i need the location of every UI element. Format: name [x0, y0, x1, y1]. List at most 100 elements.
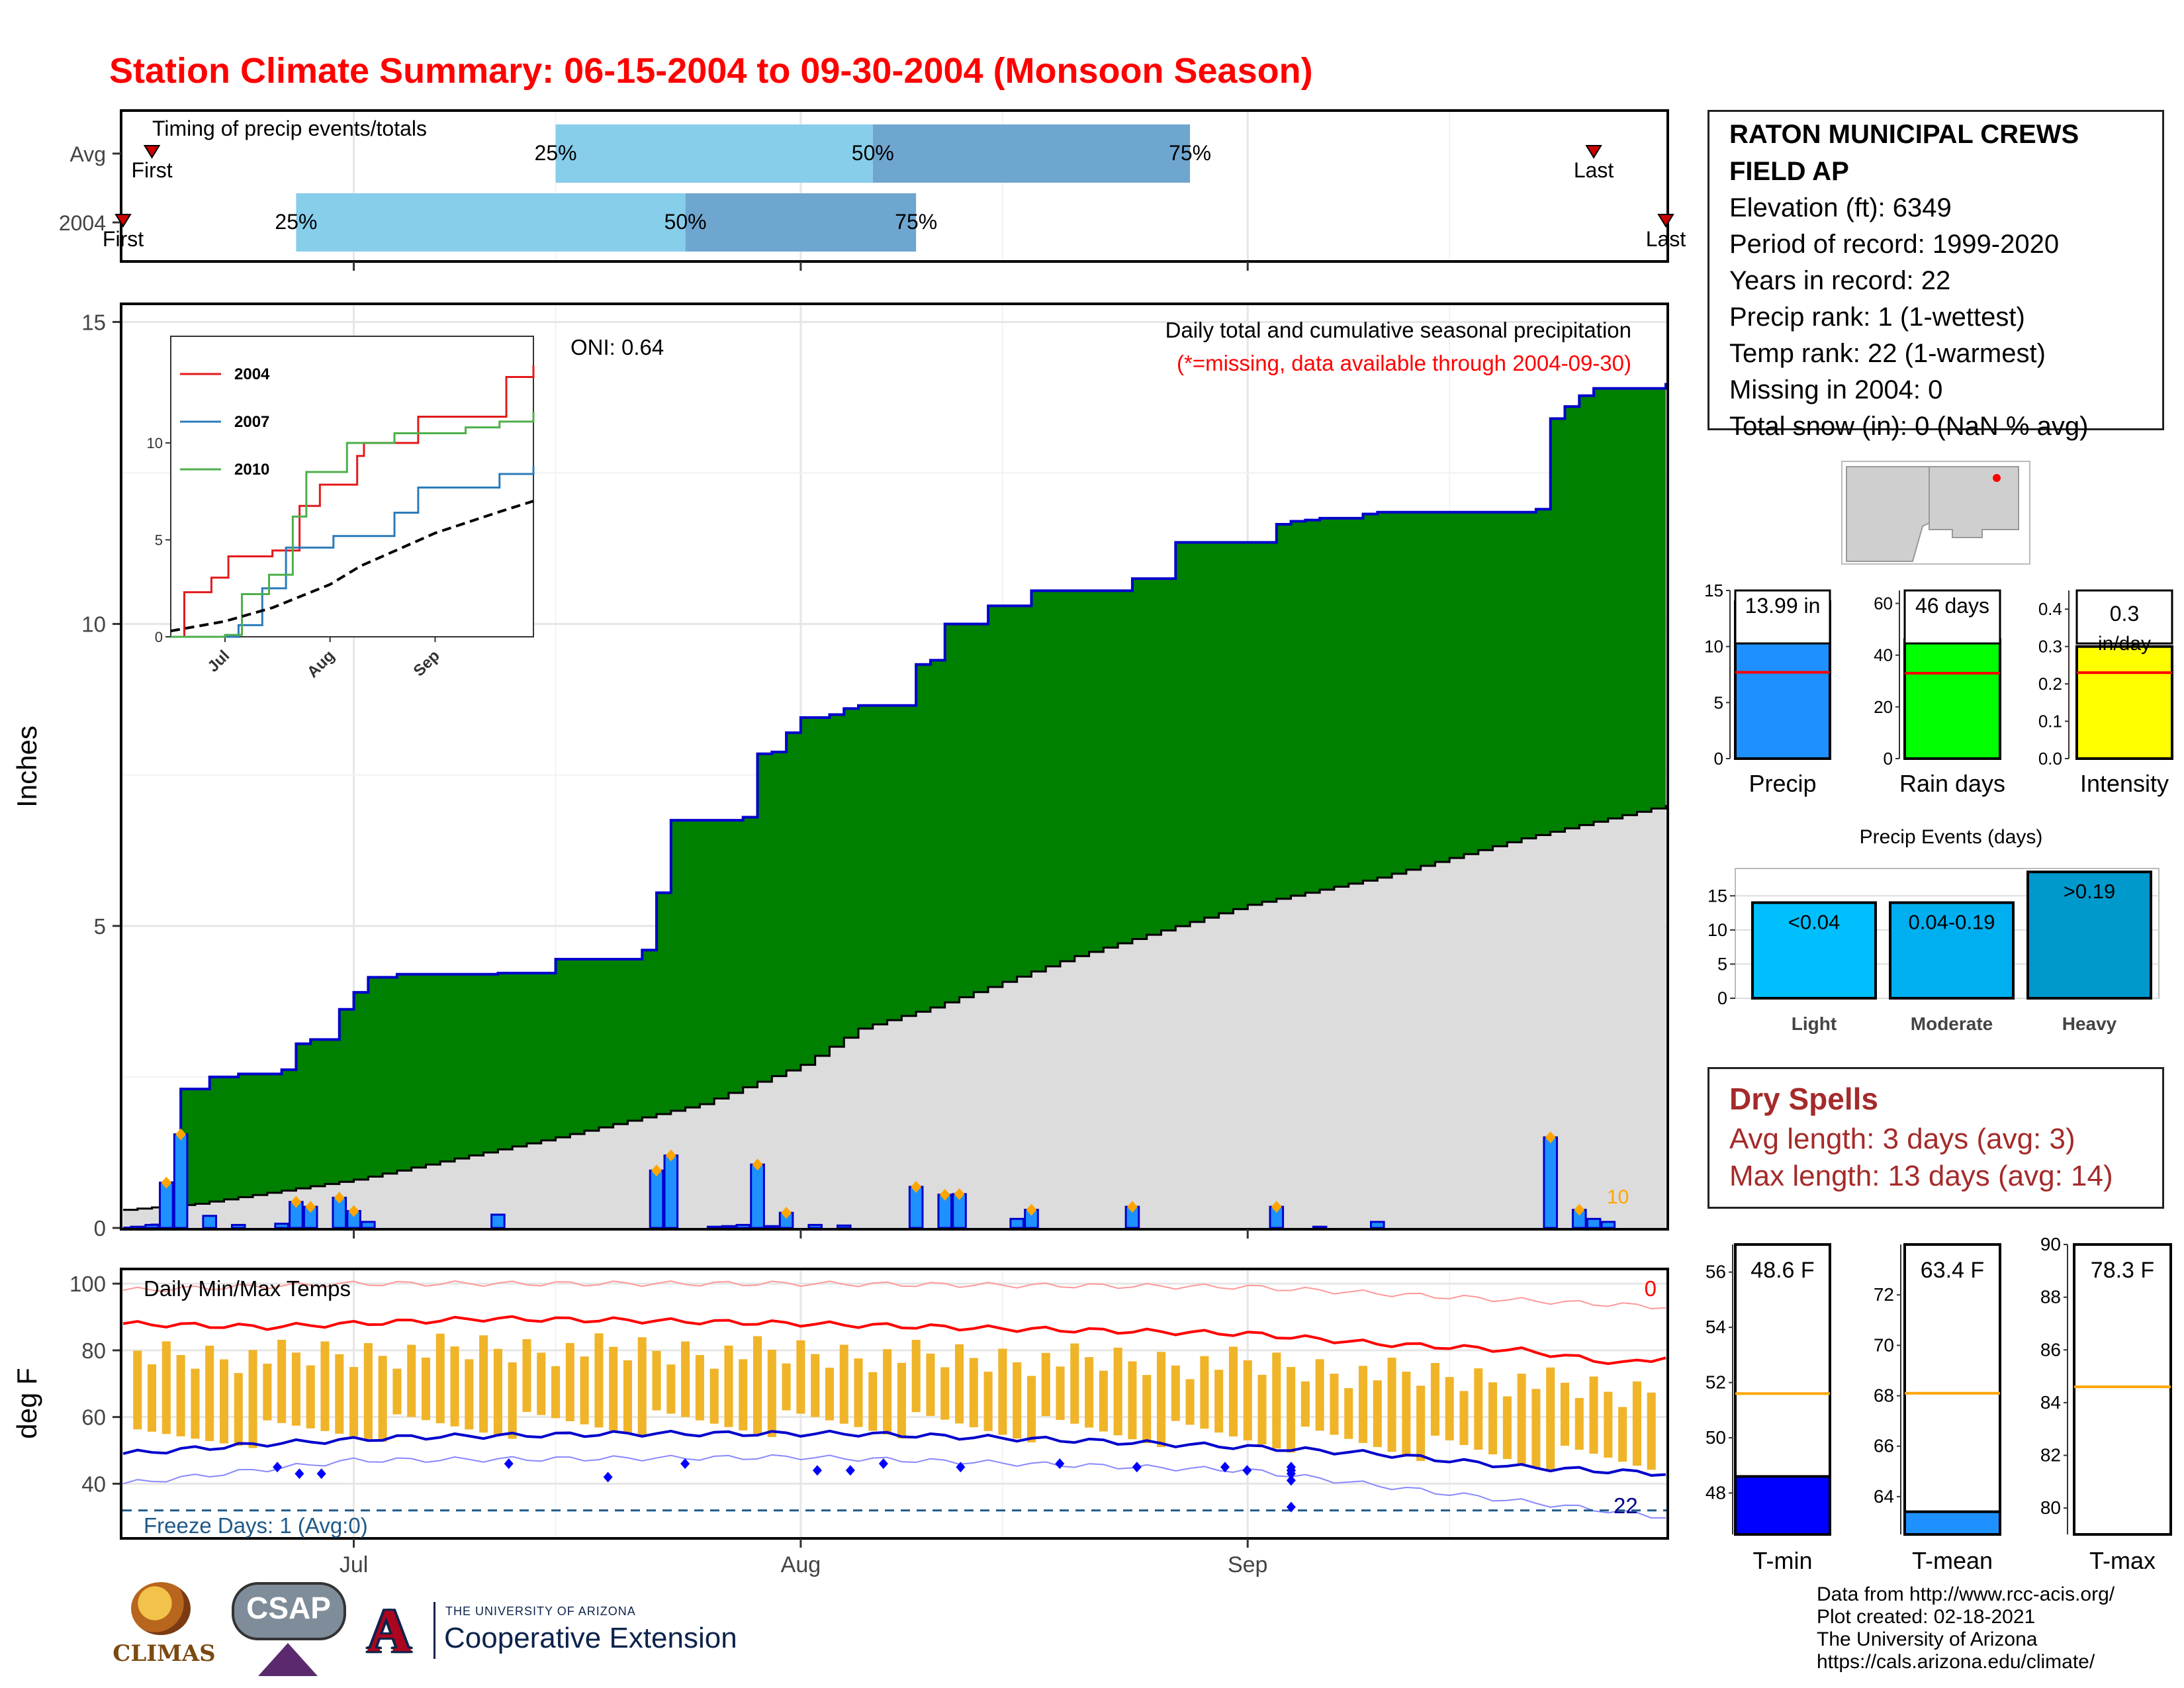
daily-temp-bar	[493, 1348, 502, 1436]
daily-temp-bar	[363, 1342, 373, 1439]
cold-day-marker	[1132, 1462, 1142, 1473]
ua-big-text: Cooperative Extension	[444, 1622, 737, 1654]
daily-temp-bar	[825, 1368, 835, 1421]
cold-day-marker	[504, 1458, 514, 1470]
month-tick-label: Aug	[781, 1552, 821, 1577]
timing-first-marker	[143, 145, 161, 159]
daily-temp-bar	[739, 1359, 748, 1430]
daily-precip-bar	[721, 1225, 737, 1229]
daily-temp-bar	[1185, 1379, 1195, 1425]
heavy-event-marker	[954, 1188, 965, 1200]
credit-line-3: The University of Arizona	[1817, 1628, 2038, 1650]
daily-temp-bar	[854, 1358, 863, 1427]
summary-value-box	[1903, 589, 2001, 645]
daily-temp-bar	[1459, 1391, 1469, 1445]
timing-first-label: First	[131, 158, 172, 182]
summary-bar-label: Rain days	[1899, 770, 2005, 797]
temp-ytick-label: 80	[81, 1338, 106, 1363]
timing-p25-label: 25%	[535, 141, 577, 165]
heavy-event-marker	[334, 1192, 345, 1204]
cumulative-precip-line	[123, 383, 1667, 1229]
daily-temp-bar	[176, 1354, 185, 1436]
daily-temp-bar	[551, 1366, 561, 1419]
daily-precip-bar	[764, 1225, 780, 1229]
temp-summary-ytick-label: 54	[1706, 1317, 1726, 1337]
daily-temp-bar	[940, 1367, 950, 1420]
daily-precip-bar	[1543, 1136, 1559, 1229]
timing-last-marker	[1657, 214, 1674, 228]
summary-ytick-label: 20	[1874, 697, 1893, 717]
ua-divider	[433, 1602, 435, 1659]
daily-precip-bar	[1369, 1221, 1385, 1229]
daily-precip-bar	[735, 1223, 751, 1229]
cold-day-marker	[603, 1472, 613, 1483]
daily-temp-bar	[594, 1333, 604, 1428]
record-max-line	[122, 1280, 1666, 1310]
csap-mountain	[258, 1643, 318, 1676]
precip-missing-note: (*=missing, data available through 2004-…	[1177, 351, 1631, 375]
events-ytick-label: 10	[1707, 920, 1727, 940]
events-bar-label: 0.04-0.19	[1909, 911, 1995, 934]
heavy-event-marker	[1574, 1203, 1585, 1216]
daily-temp-bar	[1128, 1361, 1137, 1440]
daily-precip-bar	[159, 1182, 174, 1229]
daily-precip-bar	[173, 1133, 189, 1229]
temp-summary-ytick-label: 48	[1706, 1482, 1726, 1503]
temp-summary-value-label: 48.6 F	[1751, 1258, 1814, 1283]
daily-temp-bar	[306, 1365, 315, 1429]
inset-legend-label: 2004	[234, 365, 270, 383]
daily-temp-bar	[1416, 1385, 1426, 1462]
daily-precip-bar	[663, 1154, 679, 1229]
cold-day-marker	[1286, 1501, 1296, 1513]
daily-temp-bar	[435, 1333, 445, 1424]
temp-summary-ytick-label: 82	[2040, 1445, 2061, 1466]
daily-temp-bar	[1402, 1372, 1411, 1457]
daily-temp-bar	[421, 1357, 431, 1421]
heavy-event-marker	[291, 1196, 302, 1208]
heavy-event-marker	[175, 1128, 187, 1141]
cold-day-marker	[956, 1462, 966, 1473]
daily-temp-bar	[637, 1337, 647, 1437]
events-ytick-label: 15	[1707, 886, 1727, 906]
daily-precip-bar	[144, 1223, 159, 1229]
daily-temp-bar	[1041, 1352, 1050, 1417]
temp-summary-ytick-label: 86	[2040, 1339, 2061, 1360]
daily-precip-bar	[649, 1169, 664, 1229]
daily-temp-bar	[1056, 1366, 1065, 1421]
heavy-event-marker	[1545, 1131, 1556, 1144]
daily-temp-bar	[1474, 1368, 1483, 1450]
timing-first-label: First	[103, 227, 144, 251]
credit-line-1: Data from http://www.rcc-acis.org/	[1817, 1583, 2115, 1605]
daily-temp-bar	[335, 1354, 344, 1434]
station-precip-rank: Precip rank: 1 (1-wettest)	[1729, 303, 2025, 332]
timing-last-label: Last	[1646, 227, 1686, 251]
temp-summary-ytick-label: 72	[1874, 1284, 1894, 1305]
summary-ytick-label: 5	[1714, 692, 1723, 712]
daily-temp-bar	[1228, 1346, 1238, 1437]
summary-value-label: 0.3	[2110, 602, 2139, 626]
heavy-event-marker	[651, 1164, 662, 1177]
events-bar-label: <0.04	[1788, 911, 1840, 934]
cold-day-marker	[316, 1468, 326, 1479]
inset-legend-label: 2007	[234, 413, 269, 431]
inset-ytick-label: 0	[155, 629, 163, 645]
ua-small-text: THE UNIVERSITY OF ARIZONA	[445, 1605, 636, 1618]
daily-temp-bar	[782, 1363, 791, 1411]
heavy-event-marker	[665, 1149, 676, 1162]
daily-precip-bar	[836, 1224, 852, 1229]
daily-temp-bar	[1156, 1352, 1166, 1447]
state-map	[1841, 461, 2030, 565]
summary-value-unit: in/day	[2098, 633, 2151, 655]
cold-day-marker	[295, 1468, 304, 1479]
precip-title: Daily total and cumulative seasonal prec…	[1165, 318, 1631, 342]
cold-day-marker	[680, 1458, 690, 1470]
daily-temp-bar	[133, 1350, 142, 1430]
precip-ylabel: Inches	[11, 726, 42, 808]
daily-temp-bar	[1013, 1362, 1022, 1439]
inset-legend-label: 2010	[234, 461, 269, 479]
timing-bar-50-75	[872, 124, 1191, 183]
cold-day-marker	[1242, 1465, 1252, 1476]
precip-events-chart: Precip Events (days) 0 5 10 15 <0.04 Light 0.04…	[1707, 826, 2160, 1034]
daily-temp-bar	[709, 1368, 719, 1424]
summary-value-box	[2075, 589, 2173, 645]
